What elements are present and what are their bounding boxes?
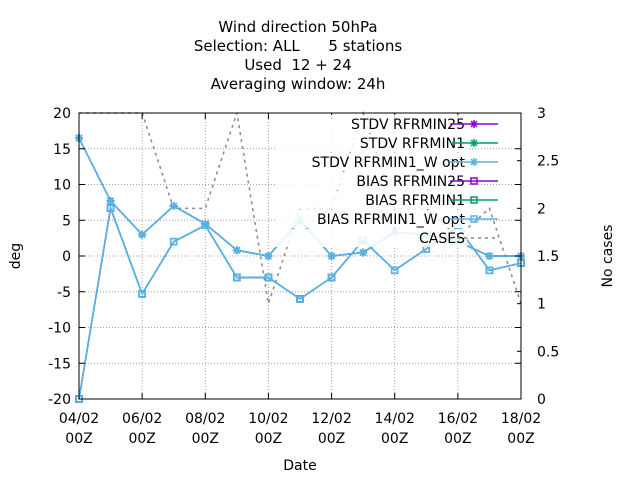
star-stroke: [470, 120, 478, 128]
point-square-marker: [470, 177, 478, 185]
x-tick-label-time: 00Z: [128, 431, 155, 447]
title-line-2: Selection: ALL 5 stations: [194, 37, 402, 55]
x-axis-ticks: 04/02 00Z 06/02 00Z 08/02 00Z 10/02 00Z 12/02 00Z…: [59, 113, 541, 447]
star-stroke: [470, 139, 478, 147]
point-star-marker: [106, 196, 115, 205]
legend-label: STDV RFRMIN25: [351, 117, 465, 133]
legend-label: BIAS RFRMIN1_W opt: [317, 212, 465, 228]
legend-entry-bg: [275, 210, 467, 228]
title-line-4: Averaging window: 24h: [211, 75, 386, 93]
star-stroke: [470, 158, 478, 166]
x-tick-label-date: 18/02: [501, 411, 541, 427]
y2-tick-label: 1.5: [537, 249, 559, 265]
star-stroke: [264, 252, 272, 260]
point-square-marker: [470, 215, 478, 223]
y2-tick-label: 2.5: [537, 154, 559, 170]
x-tick-label-time: 00Z: [65, 431, 92, 447]
y2-tick-label: 0: [537, 392, 546, 408]
y-tick-label: 0: [62, 249, 71, 265]
y-tick-label: 20: [53, 106, 71, 122]
point-star-marker: [327, 252, 336, 260]
legend-label: CASES: [419, 231, 465, 247]
point-square-marker: [138, 290, 146, 298]
point-star-marker: [138, 230, 147, 239]
star-stroke: [138, 231, 146, 239]
point-star-marker: [359, 248, 368, 257]
point-square-marker: [264, 273, 273, 282]
y-tick-label: -20: [48, 392, 71, 408]
star-stroke: [328, 252, 336, 260]
point-star-marker: [169, 201, 178, 210]
star-stroke: [359, 248, 367, 256]
legend-entry-bg: [275, 153, 467, 171]
star-stroke: [485, 252, 493, 260]
x-tick-label-time: 00Z: [444, 431, 471, 447]
point-star-marker: [232, 246, 241, 255]
legend: STDV RFRMIN25 STDV RFRMIN1 STDV RFRMIN1_W …: [275, 115, 498, 247]
x-tick-label-time: 00Z: [381, 431, 408, 447]
legend-label: BIAS RFRMIN1: [365, 193, 465, 209]
point-square-marker: [327, 273, 336, 282]
point-star-marker: [470, 139, 478, 147]
x-tick-label-date: 08/02: [185, 411, 225, 427]
y2-tick-label: 0.5: [537, 344, 559, 360]
chart-title: Wind direction 50hPa Selection: ALL 5 st…: [194, 18, 402, 93]
y2-axis-ticks: 0 0.5 1 1.5 2 2.5 3: [517, 106, 559, 408]
title-line-3: Used 12 + 24: [244, 56, 351, 74]
x-tick-label-date: 14/02: [375, 411, 415, 427]
y-tick-label: -10: [48, 321, 71, 337]
point-star-marker: [264, 252, 273, 260]
legend-entry-bg: [275, 115, 467, 133]
x-tick-label-date: 10/02: [248, 411, 288, 427]
x-tick-label-date: 04/02: [59, 411, 99, 427]
y2-tick-label: 2: [537, 201, 546, 217]
x-tick-label-date: 16/02: [438, 411, 478, 427]
y-tick-label: 5: [62, 213, 71, 229]
point-square-marker: [470, 196, 478, 204]
x-tick-label-time: 00Z: [507, 431, 534, 447]
y-tick-label: 15: [53, 142, 71, 158]
y2-tick-label: 3: [537, 106, 546, 122]
legend-entry-bg: [275, 172, 467, 190]
point-square-marker: [169, 237, 178, 246]
point-star-marker: [470, 158, 478, 166]
y2-axis-label: No cases: [600, 225, 616, 288]
y-tick-label: -15: [48, 356, 71, 372]
legend-entry-bg: [275, 229, 467, 247]
y-axis-label: deg: [8, 243, 24, 269]
y-axis-ticks: -20 -15 -10 -5 0 5 10 15 20: [48, 106, 521, 408]
x-tick-label-date: 12/02: [311, 411, 351, 427]
x-tick-label-time: 00Z: [318, 431, 345, 447]
star-stroke: [233, 246, 241, 254]
y-tick-label: -5: [57, 285, 71, 301]
x-axis-label: Date: [283, 458, 316, 474]
point-square-marker: [201, 221, 210, 230]
x-tick-label-time: 00Z: [255, 431, 282, 447]
point-star-marker: [485, 252, 494, 260]
y-tick-label: 10: [53, 178, 71, 194]
x-tick-label-date: 06/02: [122, 411, 162, 427]
star-stroke: [170, 202, 178, 210]
legend-label: BIAS RFRMIN25: [356, 174, 465, 190]
point-square-marker: [390, 266, 399, 275]
title-line-1: Wind direction 50hPa: [218, 18, 377, 36]
point-square-marker: [106, 204, 115, 212]
point-square-marker: [485, 266, 494, 275]
point-square-marker: [296, 295, 304, 303]
point-star-marker: [470, 120, 478, 128]
x-tick-label-time: 00Z: [192, 431, 219, 447]
star-stroke: [107, 197, 115, 205]
legend-label: STDV RFRMIN1_W opt: [312, 155, 466, 171]
point-square-marker: [233, 273, 241, 282]
legend-entry-bg: [275, 134, 467, 152]
legend-entry-bg: [275, 191, 467, 209]
legend-label: STDV RFRMIN1: [360, 136, 465, 152]
y2-tick-label: 1: [537, 297, 546, 313]
